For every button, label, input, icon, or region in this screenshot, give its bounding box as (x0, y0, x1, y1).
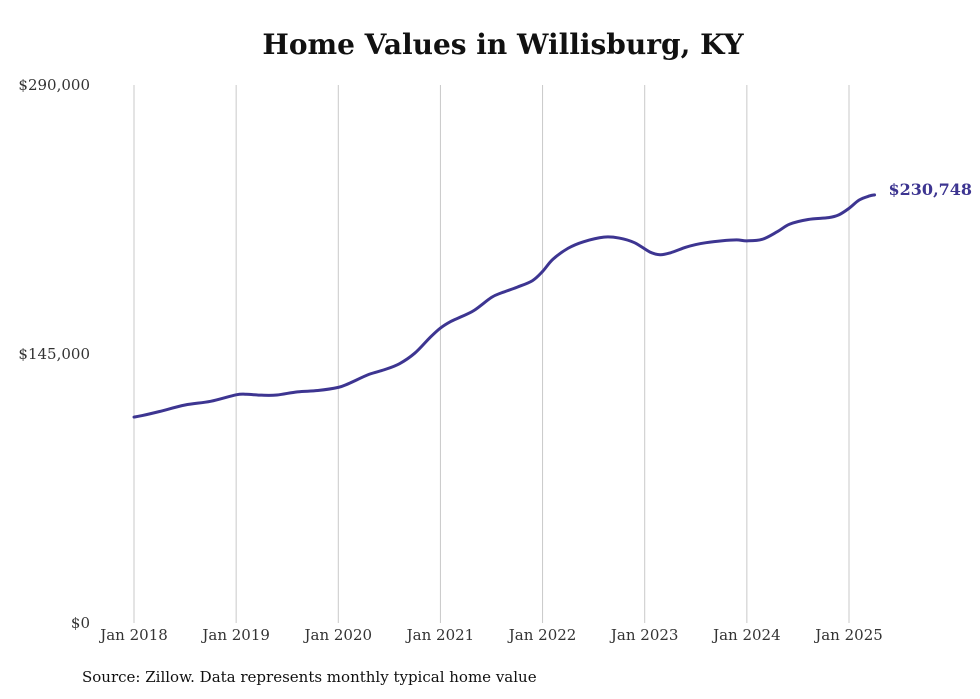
series-line (132, 193, 877, 419)
x-tick-label: Jan 2024 (711, 626, 781, 644)
end-labels: $230,748 (889, 180, 973, 199)
source-note: Source: Zillow. Data represents monthly … (82, 668, 537, 686)
x-tick-label: Jan 2023 (609, 626, 679, 644)
gridlines (133, 85, 850, 623)
x-tick-label: Jan 2019 (200, 626, 270, 644)
y-tick-label: $290,000 (18, 76, 90, 94)
y-axis-ticks: $290,000 $145,000 $0 (18, 76, 90, 632)
y-tick-label: $145,000 (18, 345, 90, 363)
x-tick-label: Jan 2022 (507, 626, 577, 644)
x-tick-label: Jan 2021 (405, 626, 475, 644)
y-tick-label: $0 (71, 614, 90, 632)
x-tick-label: Jan 2020 (303, 626, 373, 644)
x-axis-ticks: Jan 2018 Jan 2019 Jan 2020 Jan 2021 Jan 2022… (98, 626, 883, 644)
chart-title: Home Values in Willisburg, KY (262, 28, 744, 61)
x-tick-label: Jan 2025 (813, 626, 883, 644)
x-tick-label: Jan 2018 (98, 626, 168, 644)
end-value-label: $230,748 (889, 180, 973, 199)
series-lines (132, 193, 877, 419)
